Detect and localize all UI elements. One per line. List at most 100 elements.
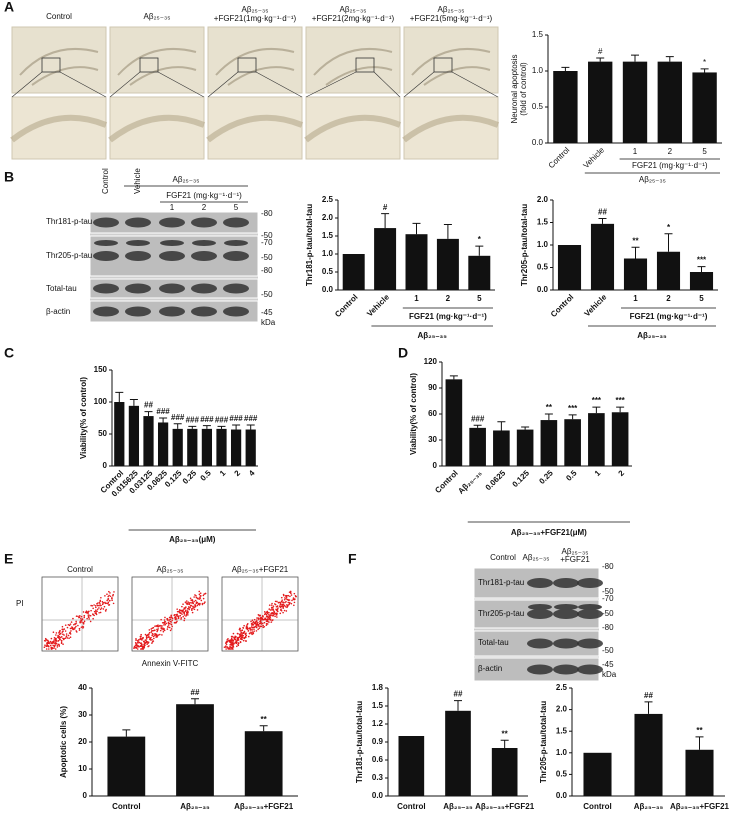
flow-plot bbox=[131, 576, 209, 652]
flow-event bbox=[265, 622, 268, 625]
blot-band bbox=[577, 609, 603, 619]
flow-event bbox=[169, 620, 172, 623]
y-tick-label: 90 bbox=[428, 383, 437, 392]
flow-event bbox=[162, 621, 165, 624]
flow-event bbox=[139, 637, 142, 640]
flow-event bbox=[257, 613, 260, 616]
flow-event bbox=[81, 618, 84, 620]
flow-event bbox=[154, 625, 156, 627]
blot-band bbox=[577, 664, 603, 675]
flow-event bbox=[142, 636, 144, 639]
flow-event bbox=[286, 598, 289, 601]
y-tick-label: 0.0 bbox=[322, 285, 334, 294]
flow-event bbox=[195, 602, 198, 605]
flow-event bbox=[243, 624, 245, 627]
y-axis-label: Neuronal apoptosis bbox=[510, 55, 519, 124]
significance: ** bbox=[502, 729, 509, 738]
group-label: Aβ₂₅₋₃₅(μM) bbox=[169, 535, 216, 544]
group-label: Aβ₂₅₋₃₅+FGF21(μM) bbox=[511, 528, 587, 537]
bar bbox=[557, 245, 582, 290]
bar bbox=[436, 238, 459, 290]
flow-event bbox=[269, 616, 272, 618]
flow-event bbox=[99, 611, 102, 614]
flow-event bbox=[95, 606, 97, 609]
flow-event bbox=[183, 617, 186, 620]
bar bbox=[128, 405, 140, 466]
flow-event bbox=[185, 600, 188, 602]
flow-event bbox=[168, 626, 171, 629]
x-tick-label: Aβ₂₅₋₃₅ bbox=[443, 802, 473, 811]
flow-event bbox=[175, 618, 178, 620]
blot-row-label: Thr205-p-tau bbox=[46, 251, 92, 260]
flow-event bbox=[280, 608, 282, 610]
flow-event bbox=[107, 602, 109, 605]
flow-event bbox=[170, 628, 173, 630]
flow-event bbox=[75, 620, 77, 623]
micrograph-label: +FGF21(5mg·kg⁻¹·d⁻¹) bbox=[410, 14, 493, 23]
error-bar bbox=[616, 406, 625, 413]
flow-event bbox=[263, 611, 266, 613]
flow-event bbox=[241, 638, 243, 641]
flow-event bbox=[56, 646, 59, 648]
flow-event bbox=[187, 601, 190, 603]
flow-event bbox=[151, 629, 153, 632]
flow-event bbox=[257, 621, 259, 624]
blot-row-label: Total-tau bbox=[46, 284, 77, 293]
flow-event bbox=[178, 610, 180, 613]
flow-event bbox=[96, 608, 99, 611]
bar bbox=[656, 251, 681, 290]
flow-event bbox=[270, 604, 273, 606]
flow-event bbox=[181, 605, 183, 608]
micrograph-label: +FGF21(1mg·kg⁻¹·d⁻¹) bbox=[214, 14, 297, 23]
flow-event bbox=[242, 627, 245, 629]
flow-event bbox=[60, 641, 63, 643]
flow-event bbox=[195, 596, 198, 599]
flow-event bbox=[162, 627, 164, 629]
flow-event bbox=[276, 610, 279, 612]
flow-event bbox=[274, 603, 277, 606]
lane-label: 5 bbox=[234, 203, 239, 212]
flow-event bbox=[65, 635, 68, 637]
flow-event bbox=[193, 608, 196, 611]
flow-event bbox=[108, 594, 110, 597]
y-axis-label: Thr181-p-tau/total-tau bbox=[305, 204, 314, 286]
flow-event bbox=[176, 620, 178, 623]
error-bar bbox=[631, 54, 639, 62]
zoom-line bbox=[255, 71, 303, 98]
flow-event bbox=[191, 599, 194, 601]
flow-event bbox=[271, 614, 274, 617]
y-tick-label: 0.0 bbox=[532, 138, 544, 147]
flow-event bbox=[230, 640, 233, 642]
kda-marker: -50 bbox=[261, 253, 273, 262]
flow-event bbox=[156, 634, 159, 637]
flow-event bbox=[88, 610, 90, 613]
flow-event bbox=[268, 608, 271, 610]
error-bar bbox=[115, 391, 124, 402]
flow-event bbox=[270, 612, 272, 615]
flow-event bbox=[252, 632, 255, 634]
flow-event bbox=[45, 639, 48, 641]
blot-band bbox=[553, 609, 579, 619]
blot-band bbox=[527, 609, 553, 619]
x-tick-label: 5 bbox=[699, 294, 704, 303]
flow-event bbox=[265, 618, 268, 621]
lane-label: +FGF21 bbox=[560, 555, 590, 564]
y-tick-label: 0 bbox=[103, 461, 108, 470]
flow-event bbox=[265, 615, 268, 618]
flow-event bbox=[270, 614, 272, 617]
flow-event bbox=[95, 611, 97, 613]
flow-event bbox=[60, 639, 63, 642]
flow-event bbox=[159, 629, 162, 632]
blot-band bbox=[553, 664, 579, 675]
flow-event bbox=[268, 604, 271, 606]
flow-event bbox=[260, 623, 263, 625]
flow-event bbox=[153, 629, 155, 632]
flow-event bbox=[279, 601, 282, 604]
group-label: Aβ₂₅₋₃₅ bbox=[639, 175, 666, 184]
hippocampus bbox=[117, 48, 197, 86]
blot-band bbox=[527, 664, 553, 675]
flow-event bbox=[246, 623, 249, 625]
flow-event bbox=[190, 604, 192, 607]
error-bar bbox=[598, 217, 607, 224]
y-tick-label: 1.5 bbox=[372, 701, 384, 710]
